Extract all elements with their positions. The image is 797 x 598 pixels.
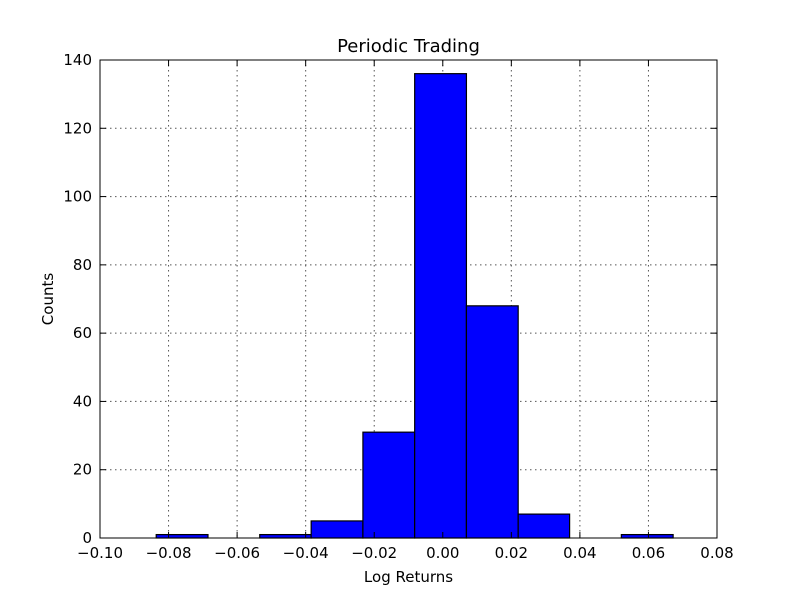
x-tick-label: 0.00: [426, 544, 459, 562]
x-tick-label: 0.08: [700, 544, 733, 562]
histogram-bar: [362, 431, 416, 539]
y-tick-label: 80: [73, 256, 92, 274]
x-tick-label: −0.10: [77, 544, 123, 562]
x-tick-label: −0.04: [283, 544, 329, 562]
y-tick-label: 140: [63, 51, 92, 69]
x-tick-label: 0.04: [563, 544, 596, 562]
plot-frame: [99, 59, 718, 539]
histogram-bar: [259, 533, 312, 539]
histogram-bar: [155, 533, 209, 539]
histogram-bar: [465, 305, 519, 539]
histogram-bar: [517, 513, 571, 539]
x-tick-label: −0.02: [351, 544, 397, 562]
histogram-bar: [620, 533, 674, 539]
histogram-bar: [310, 520, 364, 539]
histogram-bar: [414, 73, 468, 539]
y-axis-title: Counts: [39, 273, 57, 326]
y-tick-label: 120: [63, 119, 92, 137]
y-tick-label: 20: [73, 461, 92, 479]
y-tick-label: 0: [82, 529, 92, 547]
x-tick-label: −0.08: [146, 544, 192, 562]
y-tick-label: 100: [63, 188, 92, 206]
x-tick-label: 0.02: [495, 544, 528, 562]
x-axis-title: Log Returns: [364, 568, 453, 586]
x-tick-label: −0.06: [214, 544, 260, 562]
y-tick-label: 40: [73, 392, 92, 410]
y-tick-label: 60: [73, 324, 92, 342]
bars: [155, 73, 674, 539]
x-tick-label: 0.06: [632, 544, 665, 562]
chart-title: Periodic Trading: [337, 36, 480, 57]
ticks: −0.10 −0.08 −0.06 −0.04 −0.02 0.00 0.02 0.04 0.0…: [63, 51, 733, 562]
